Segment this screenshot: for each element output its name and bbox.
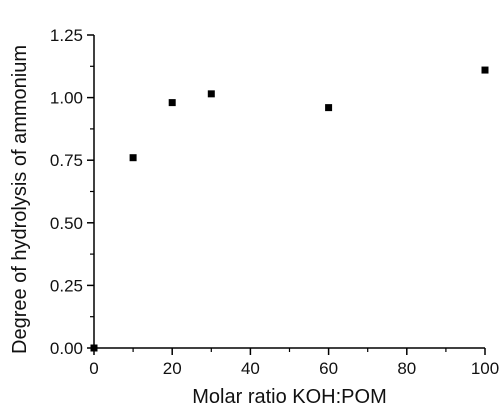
axes (93, 35, 485, 349)
y-tick-label: 0.25 (50, 276, 83, 295)
y-tick-label: 0.00 (50, 339, 83, 358)
data-point (325, 104, 333, 112)
ticks: 0 20 40 60 80 100 0.00 0.25 0.50 0.75 1.00 1.25 (50, 26, 499, 378)
x-tick-label: 100 (471, 359, 499, 378)
y-tick-label: 0.75 (50, 151, 83, 170)
x-tick-label: 40 (241, 359, 260, 378)
y-tick-label: 0.50 (50, 214, 83, 233)
x-tick-label: 0 (89, 359, 98, 378)
y-axis-title: Degree of hydrolysis of ammonium (9, 45, 31, 354)
data-point (168, 99, 176, 107)
x-tick-label: 20 (163, 359, 182, 378)
data-points (90, 66, 489, 352)
y-tick-label: 1.25 (50, 26, 83, 45)
x-tick-label: 60 (319, 359, 338, 378)
data-point (207, 90, 215, 98)
data-point (90, 344, 98, 352)
x-tick-label: 80 (397, 359, 416, 378)
x-axis-title: Molar ratio KOH:POM (192, 386, 386, 408)
data-point (129, 154, 137, 162)
y-tick-label: 1.00 (50, 89, 83, 108)
data-point (481, 66, 489, 74)
